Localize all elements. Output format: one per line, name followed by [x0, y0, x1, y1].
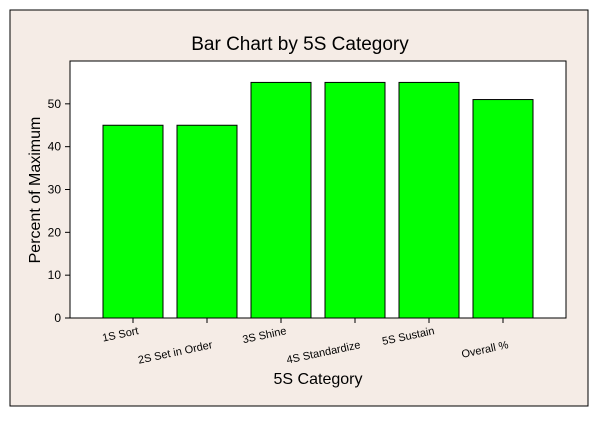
- chart-title: Bar Chart by 5S Category: [191, 34, 409, 55]
- bar: [250, 81, 312, 319]
- y-tick-label: 30: [48, 183, 62, 197]
- y-axis: 0 10 20 30 40 50: [48, 97, 70, 325]
- y-tick-label: 40: [48, 140, 62, 154]
- bar: [472, 99, 534, 319]
- bars: [102, 81, 534, 319]
- y-tick-label: 20: [48, 225, 62, 239]
- y-tick-label: 50: [48, 97, 62, 111]
- y-tick-label: 10: [48, 268, 62, 282]
- bar: [102, 124, 164, 319]
- bar: [324, 81, 386, 319]
- x-axis-label: 5S Category: [274, 371, 363, 388]
- bar: [176, 124, 238, 319]
- bar: [398, 81, 460, 319]
- y-axis-label: Percent of Maximum: [27, 117, 44, 264]
- y-tick-label: 0: [54, 311, 61, 325]
